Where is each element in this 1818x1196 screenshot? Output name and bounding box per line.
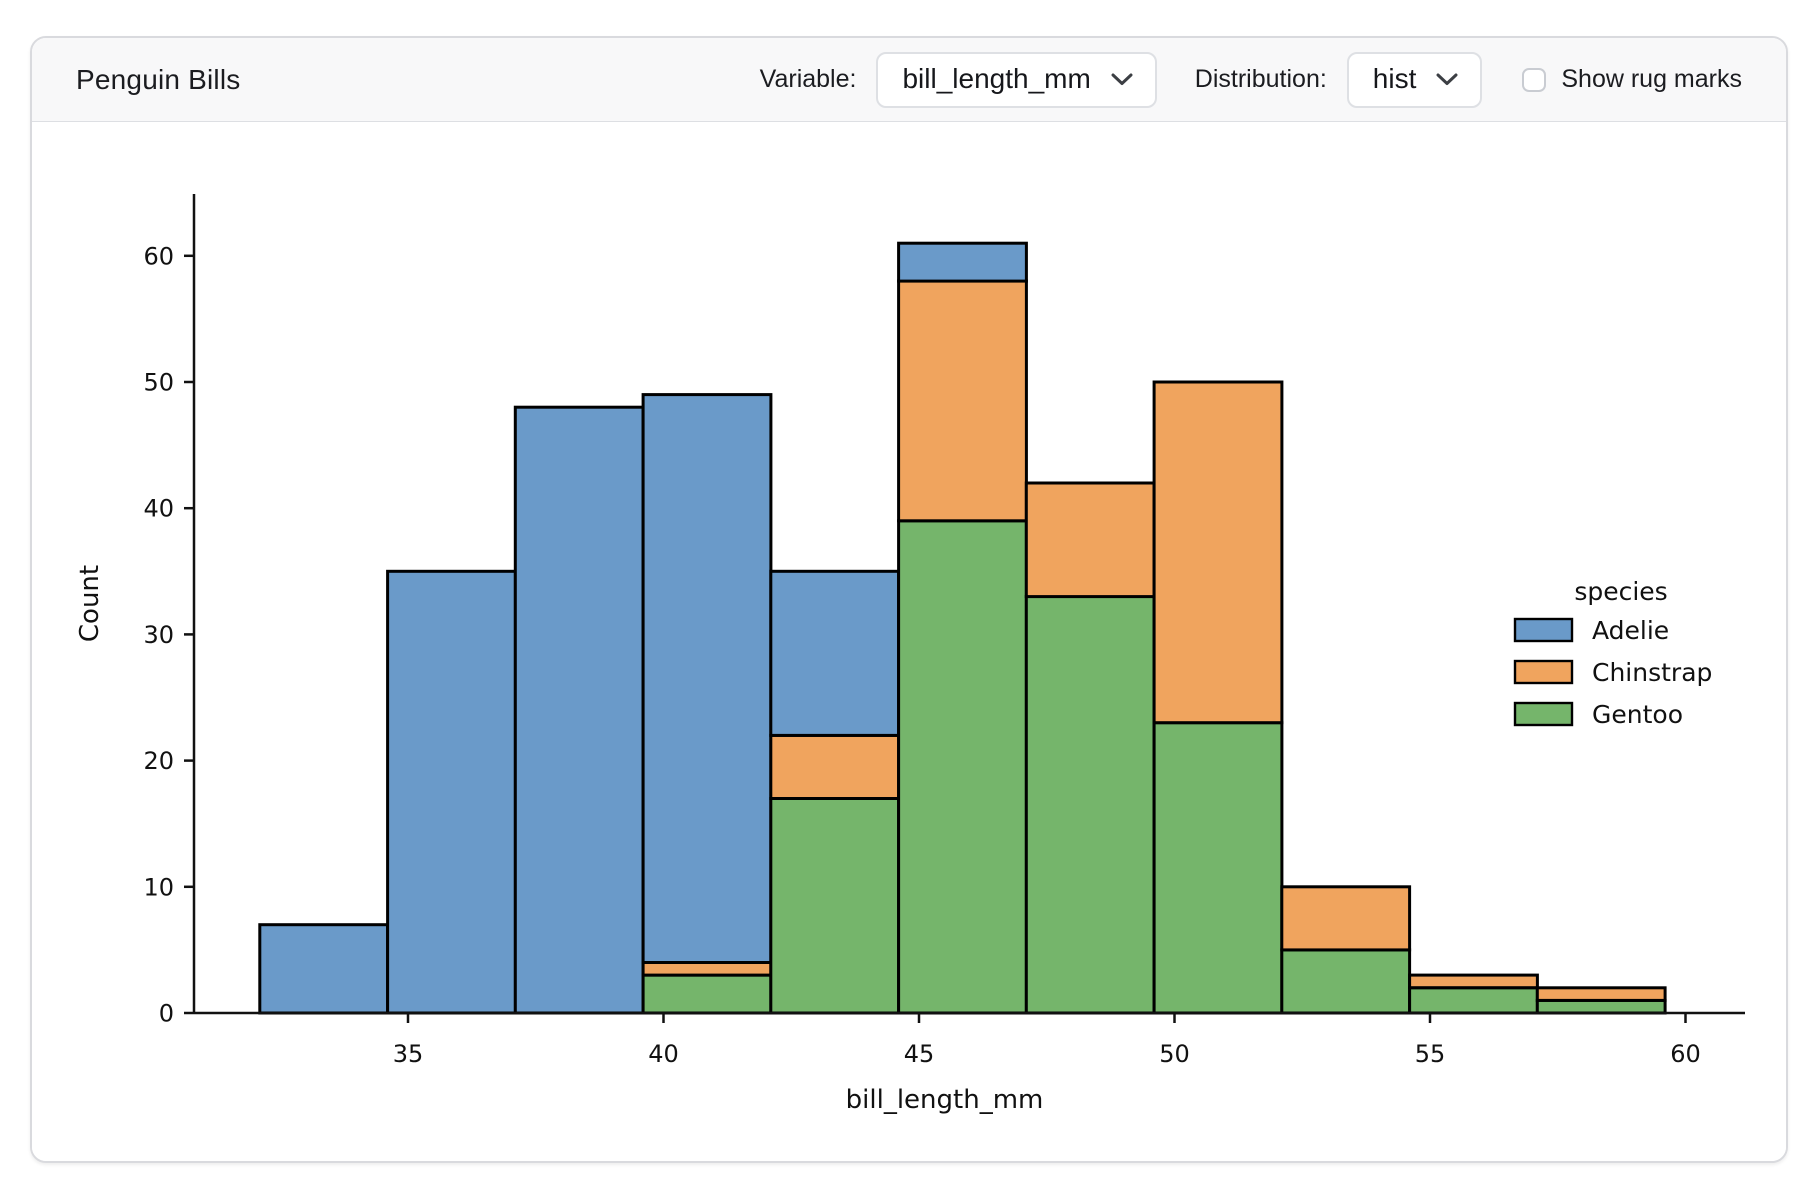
variable-select-value: bill_length_mm xyxy=(902,62,1091,94)
y-tick-label: 10 xyxy=(143,873,174,901)
x-tick-label: 35 xyxy=(393,1040,424,1068)
x-axis-label: bill_length_mm xyxy=(846,1085,1044,1115)
legend-swatch-chinstrap xyxy=(1513,659,1574,685)
penguin-bills-card: Penguin Bills Variable: bill_length_mm D… xyxy=(30,36,1788,1163)
bar-segment-adelie-bin1 xyxy=(258,923,390,1015)
legend-label-adelie: Adelie xyxy=(1592,616,1669,645)
bar-segment-chinstrap-bin7 xyxy=(1024,481,1156,599)
legend-label-chinstrap: Chinstrap xyxy=(1592,658,1712,687)
bar-segment-gentoo-bin10 xyxy=(1408,986,1539,1015)
bar-segment-gentoo-bin11 xyxy=(1535,998,1667,1015)
y-tick-label: 0 xyxy=(159,1000,174,1028)
bar-segment-chinstrap-bin9 xyxy=(1280,885,1412,952)
distribution-select-value: hist xyxy=(1372,62,1417,94)
y-tick-label: 60 xyxy=(143,242,174,270)
bar-segment-gentoo-bin9 xyxy=(1280,948,1412,1015)
show-rug-control: Show rug marks xyxy=(1522,65,1742,94)
chevron-down-icon xyxy=(1111,72,1133,86)
bar-segment-gentoo-bin5 xyxy=(769,797,901,1015)
bar-segment-chinstrap-bin4 xyxy=(641,961,773,977)
bar-segment-gentoo-bin4 xyxy=(641,973,773,1015)
histogram-bars xyxy=(258,241,1667,1015)
x-tick-label: 40 xyxy=(648,1040,679,1068)
distribution-select[interactable]: hist xyxy=(1346,51,1483,108)
legend-title: species xyxy=(1574,577,1667,606)
distribution-label: Distribution: xyxy=(1194,65,1327,93)
histogram-chart: 35 40 45 50 55 60 0 10 20 30 40 50 60 bill_length_mm C… xyxy=(75,194,1745,1115)
bar-segment-adelie-bin5 xyxy=(769,569,901,737)
bar-segment-adelie-bin6 xyxy=(897,241,1028,283)
page-title: Penguin Bills xyxy=(76,63,241,95)
bar-segment-adelie-bin4 xyxy=(641,393,773,965)
legend-swatch-gentoo xyxy=(1513,701,1574,727)
y-tick-label: 30 xyxy=(143,621,174,649)
x-tick-label: 50 xyxy=(1159,1040,1190,1068)
show-rug-checkbox[interactable] xyxy=(1522,67,1547,92)
bar-segment-chinstrap-bin11 xyxy=(1535,986,1667,1002)
x-tick-label: 55 xyxy=(1415,1040,1446,1068)
bar-segment-chinstrap-bin5 xyxy=(769,733,901,801)
variable-label: Variable: xyxy=(759,65,857,93)
bar-segment-gentoo-bin8 xyxy=(1152,721,1284,1015)
y-tick-label: 20 xyxy=(143,747,174,775)
bar-segment-adelie-bin3 xyxy=(513,405,645,1015)
legend: species Adelie Chinstrap Gentoo xyxy=(1513,577,1712,729)
chevron-down-icon xyxy=(1436,72,1458,86)
legend-swatch-adelie xyxy=(1513,617,1574,643)
card-header: Penguin Bills Variable: bill_length_mm D… xyxy=(32,38,1786,122)
y-tick-label: 40 xyxy=(143,495,174,523)
legend-label-gentoo: Gentoo xyxy=(1592,700,1683,729)
x-tick-label: 45 xyxy=(904,1040,935,1068)
variable-select[interactable]: bill_length_mm xyxy=(876,51,1157,108)
header-controls: Variable: bill_length_mm Distribution: h… xyxy=(759,51,1742,108)
bar-segment-adelie-bin2 xyxy=(386,569,517,1015)
y-axis-label: Count xyxy=(75,565,105,642)
bar-segment-chinstrap-bin10 xyxy=(1408,973,1539,990)
bar-segment-chinstrap-bin8 xyxy=(1152,380,1284,725)
bar-segment-chinstrap-bin6 xyxy=(897,279,1028,523)
show-rug-label: Show rug marks xyxy=(1561,65,1742,93)
chart-area: 35 40 45 50 55 60 0 10 20 30 40 50 60 bill_length_mm C… xyxy=(32,122,1786,1161)
y-tick-label: 50 xyxy=(143,369,174,397)
bar-segment-gentoo-bin7 xyxy=(1024,595,1156,1015)
x-tick-label: 60 xyxy=(1670,1040,1701,1068)
bar-segment-gentoo-bin6 xyxy=(897,519,1028,1015)
axes: 35 40 45 50 55 60 0 10 20 30 40 50 60 bill_length_mm C… xyxy=(75,194,1745,1115)
